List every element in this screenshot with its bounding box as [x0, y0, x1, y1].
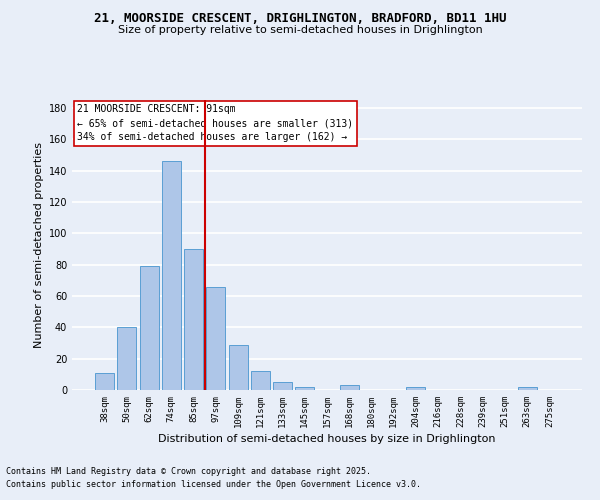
Text: Contains public sector information licensed under the Open Government Licence v3: Contains public sector information licen… — [6, 480, 421, 489]
Text: Contains HM Land Registry data © Crown copyright and database right 2025.: Contains HM Land Registry data © Crown c… — [6, 467, 371, 476]
Bar — [229, 344, 248, 390]
Text: Size of property relative to semi-detached houses in Drighlington: Size of property relative to semi-detach… — [118, 25, 482, 35]
Bar — [251, 371, 270, 390]
Bar — [162, 161, 181, 390]
Bar — [184, 249, 203, 390]
Bar — [118, 328, 136, 390]
Y-axis label: Number of semi-detached properties: Number of semi-detached properties — [34, 142, 44, 348]
Bar — [340, 386, 359, 390]
Bar — [295, 387, 314, 390]
Bar — [518, 387, 536, 390]
Text: 21, MOORSIDE CRESCENT, DRIGHLINGTON, BRADFORD, BD11 1HU: 21, MOORSIDE CRESCENT, DRIGHLINGTON, BRA… — [94, 12, 506, 26]
Bar — [406, 387, 425, 390]
X-axis label: Distribution of semi-detached houses by size in Drighlington: Distribution of semi-detached houses by … — [158, 434, 496, 444]
Bar — [95, 373, 114, 390]
Bar — [140, 266, 158, 390]
Bar — [206, 286, 225, 390]
Bar — [273, 382, 292, 390]
Text: 21 MOORSIDE CRESCENT: 91sqm
← 65% of semi-detached houses are smaller (313)
34% : 21 MOORSIDE CRESCENT: 91sqm ← 65% of sem… — [77, 104, 353, 142]
